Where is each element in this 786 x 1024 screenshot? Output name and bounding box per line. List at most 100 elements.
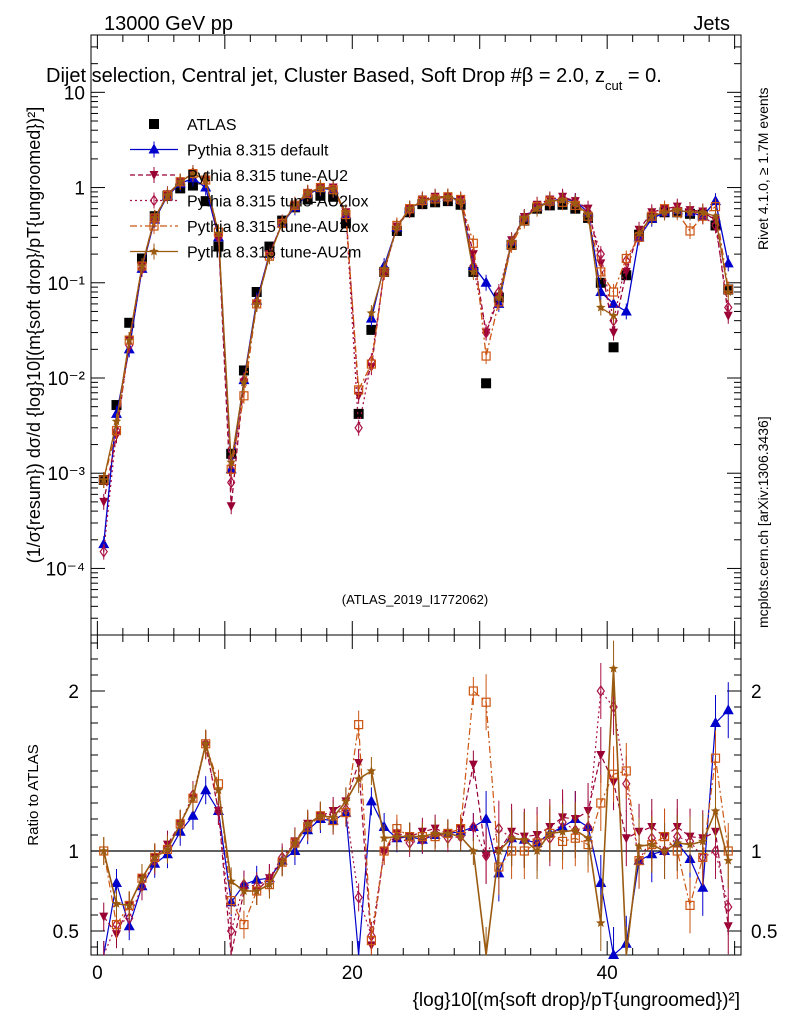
main-data-point	[277, 218, 287, 228]
main-data-point	[596, 248, 606, 261]
ratio-y-tick-label: 2	[68, 682, 79, 703]
main-data-point	[392, 222, 402, 232]
legend-label: Pythia 8.315 tune-AU2	[187, 168, 348, 185]
ratio-data-point	[710, 806, 721, 815]
main-data-point	[583, 209, 593, 219]
ratio-data-point	[354, 719, 364, 730]
main-series-4	[99, 165, 733, 488]
main-data-point	[481, 378, 492, 389]
ratio-data-point	[519, 834, 530, 844]
ratio-data-point	[545, 828, 555, 838]
plot-title: Dijet selection, Central jet, Cluster Ba…	[46, 65, 662, 93]
main-data-point	[200, 196, 211, 207]
main-data-point	[608, 310, 619, 320]
ratio-data-point	[328, 812, 338, 822]
main-data-point	[557, 195, 568, 204]
main-data-point	[609, 328, 619, 338]
main-data-point	[468, 250, 478, 260]
ratio-data-point	[596, 918, 606, 927]
legend-label: ATLAS	[187, 117, 237, 134]
ratio-data-point	[175, 818, 185, 828]
ratio-data-point	[596, 798, 606, 808]
ratio-data-point	[596, 751, 606, 760]
ratio-data-point	[125, 912, 134, 925]
ratio-y-tick-label-right: 0.5	[751, 922, 777, 943]
main-data-point	[621, 253, 631, 264]
ratio-data-point	[659, 846, 670, 855]
main-data-point	[290, 200, 300, 210]
ratio-data-point	[468, 760, 478, 770]
main-data-point	[238, 365, 249, 376]
main-data-point	[162, 190, 173, 200]
main-data-point	[188, 168, 198, 178]
ratio-data-point	[608, 663, 619, 673]
ratio-data-point	[251, 886, 262, 895]
main-data-point	[634, 228, 644, 238]
ratio-data-point	[379, 833, 389, 843]
ratio-data-point	[353, 774, 364, 783]
main-data-point	[455, 196, 466, 206]
main-data-point	[137, 261, 147, 271]
main-data-point	[302, 187, 313, 197]
main-data-point	[608, 342, 619, 353]
ratio-series-4	[99, 640, 733, 956]
legend-marker	[149, 194, 159, 207]
main-data-point	[468, 266, 479, 276]
legend-label: Pythia 8.315 tune-AU2m	[187, 245, 361, 262]
main-data-point	[366, 359, 376, 369]
ratio-series-line	[103, 689, 729, 956]
main-data-point	[710, 211, 721, 221]
ratio-data-point	[430, 828, 440, 838]
ratio-data-point	[99, 912, 109, 922]
main-data-point	[620, 305, 632, 316]
legend-marker	[149, 119, 159, 129]
ratio-data-point	[481, 849, 491, 862]
ratio-data-point	[494, 846, 504, 855]
ratio-y-tick-label: 0.5	[53, 922, 79, 943]
ratio-data-point	[213, 785, 224, 795]
ratio-data-point	[621, 766, 631, 776]
ratio-data-point	[366, 935, 376, 946]
ratio-panel-frame	[90, 634, 742, 956]
main-y-tick-label: 10⁻³	[48, 464, 86, 485]
main-data-point	[99, 474, 109, 484]
main-data-point	[341, 207, 351, 217]
main-data-point	[608, 287, 619, 297]
ratio-data-point	[722, 704, 734, 715]
main-data-point	[251, 287, 262, 298]
ratio-y-tick-label-right: 1	[751, 842, 762, 863]
main-data-point	[481, 351, 491, 361]
main-data-point	[545, 196, 555, 206]
main-data-point	[723, 311, 733, 321]
ratio-data-point	[570, 825, 581, 835]
ratio-data-point	[506, 833, 517, 843]
main-data-point	[328, 183, 338, 193]
ratio-data-point	[685, 900, 695, 911]
ratio-data-point	[111, 919, 122, 930]
ratio-data-point	[685, 839, 695, 849]
ratio-data-point	[621, 834, 631, 844]
main-series-2	[99, 165, 733, 515]
ratio-data-point	[137, 873, 147, 883]
legend-label: Pythia 8.315 tune-AU2lox	[187, 219, 368, 236]
main-data-point	[111, 416, 122, 426]
main-data-point	[685, 207, 695, 217]
main-data-point	[519, 212, 530, 222]
main-data-point	[494, 292, 504, 302]
main-data-point	[366, 324, 377, 335]
main-data-point	[354, 385, 364, 395]
ratio-data-point	[124, 900, 134, 910]
main-data-point	[111, 400, 122, 411]
main-data-point	[379, 263, 389, 273]
ratio-data-point	[200, 784, 212, 795]
x-tick-label: 20	[342, 963, 363, 984]
ratio-data-point	[697, 881, 709, 892]
main-data-point	[226, 476, 236, 489]
ratio-data-point	[455, 831, 466, 841]
main-data-point	[366, 308, 377, 318]
ratio-data-point	[443, 828, 453, 838]
main-data-point	[226, 457, 236, 467]
main-data-point	[443, 191, 453, 201]
ratio-data-point	[723, 855, 733, 865]
header-left: 13000 GeV pp	[104, 13, 233, 35]
